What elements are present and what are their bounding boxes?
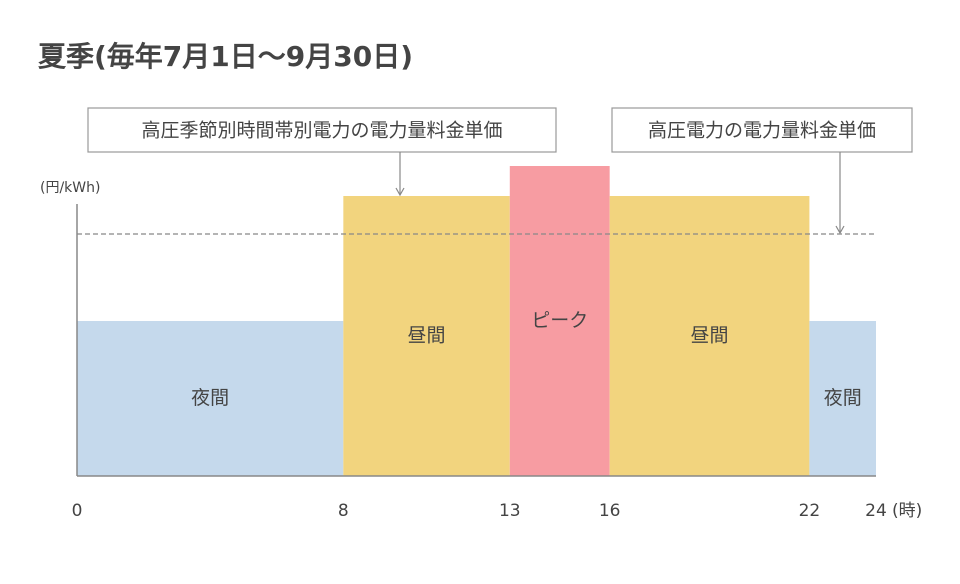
callout-arrowhead: [395, 187, 405, 197]
x-tick-label: 22: [799, 501, 821, 521]
y-axis-label: (円/kWh): [40, 180, 100, 196]
x-tick-label: 8: [338, 501, 349, 521]
callout-text: 高圧電力の電力量料金単価: [648, 120, 876, 142]
bar: [609, 196, 810, 476]
chart-title: 夏季(毎年7月1日〜9月30日): [38, 40, 413, 73]
x-tick-label: 16: [599, 501, 621, 521]
bar: [343, 196, 510, 476]
callout-box: [611, 107, 913, 153]
bar-label: 昼間: [691, 325, 729, 347]
bar-label: ピーク: [531, 310, 588, 332]
callout-box: [87, 107, 557, 153]
x-tick-label: 0: [72, 501, 83, 521]
bar-label: 夜間: [191, 387, 229, 409]
x-tick-label: 24: [865, 501, 887, 521]
bar: [77, 321, 344, 476]
bar-label: 昼間: [408, 325, 446, 347]
bar-label: 夜間: [824, 387, 862, 409]
callout-text: 高圧季節別時間帯別電力の電力量料金単価: [141, 120, 502, 142]
x-tick-label: 13: [499, 501, 521, 521]
bar: [509, 166, 610, 476]
x-axis-label: (時): [892, 501, 922, 521]
callout-arrowhead: [835, 225, 845, 235]
bar: [809, 321, 876, 476]
